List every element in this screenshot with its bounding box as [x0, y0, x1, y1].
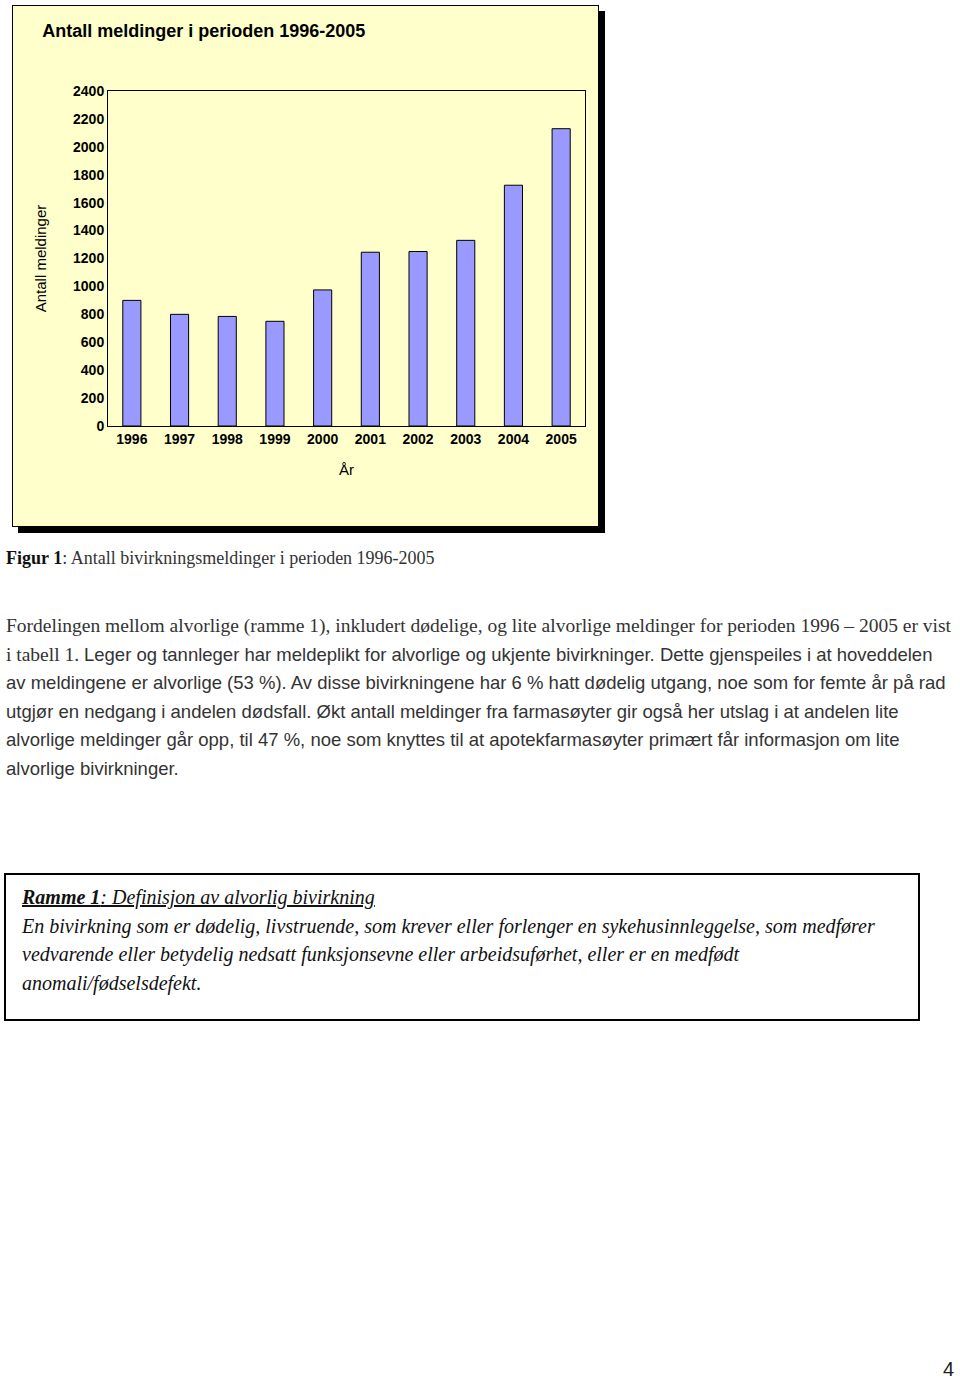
svg-text:1998: 1998 — [212, 431, 243, 447]
html-text:Ramme 1: Definisjon av alvorli: Ramme 1: Definisjon av alvorlig bivirkni… — [22, 886, 375, 908]
svg-text:1400: 1400 — [73, 222, 104, 238]
svg-text:1999: 1999 — [259, 431, 290, 447]
svg-text:1200: 1200 — [73, 250, 104, 266]
html-text:En bivirkning som er dødelig,: En bivirkning som er dødelig, livstruend… — [22, 914, 875, 994]
html-text:Figur 1: Antall bivirkningsmel: Figur 1: Antall bivirkningsmeldinger i p… — [6, 548, 435, 568]
svg-text:Antall meldinger: Antall meldinger — [32, 205, 49, 313]
html-text:Fordelingen mellom alvorlige (: Fordelingen mellom alvorlige (ramme 1), … — [6, 615, 951, 779]
svg-text:1600: 1600 — [73, 195, 104, 211]
svg-text:Antall meldinger i perioden 19: Antall meldinger i perioden 1996-2005 — [42, 21, 365, 41]
svg-text:2002: 2002 — [402, 431, 433, 447]
svg-text:2004: 2004 — [498, 431, 529, 447]
svg-text:1997: 1997 — [164, 431, 195, 447]
svg-text:400: 400 — [81, 362, 105, 378]
svg-text:1800: 1800 — [73, 167, 104, 183]
svg-text:2005: 2005 — [546, 431, 577, 447]
svg-text:2400: 2400 — [73, 83, 104, 99]
html-text:4: 4 — [942, 1358, 954, 1380]
svg-text:2000: 2000 — [73, 139, 104, 155]
svg-text:2200: 2200 — [73, 111, 104, 127]
svg-text:2000: 2000 — [307, 431, 338, 447]
svg-text:2003: 2003 — [450, 431, 481, 447]
svg-text:0: 0 — [96, 418, 104, 434]
svg-text:År: År — [339, 461, 354, 478]
svg-text:200: 200 — [81, 390, 105, 406]
svg-text:800: 800 — [81, 306, 105, 322]
svg-text:600: 600 — [81, 334, 105, 350]
svg-text:1000: 1000 — [73, 278, 104, 294]
svg-text:1996: 1996 — [116, 431, 147, 447]
svg-text:2001: 2001 — [355, 431, 386, 447]
